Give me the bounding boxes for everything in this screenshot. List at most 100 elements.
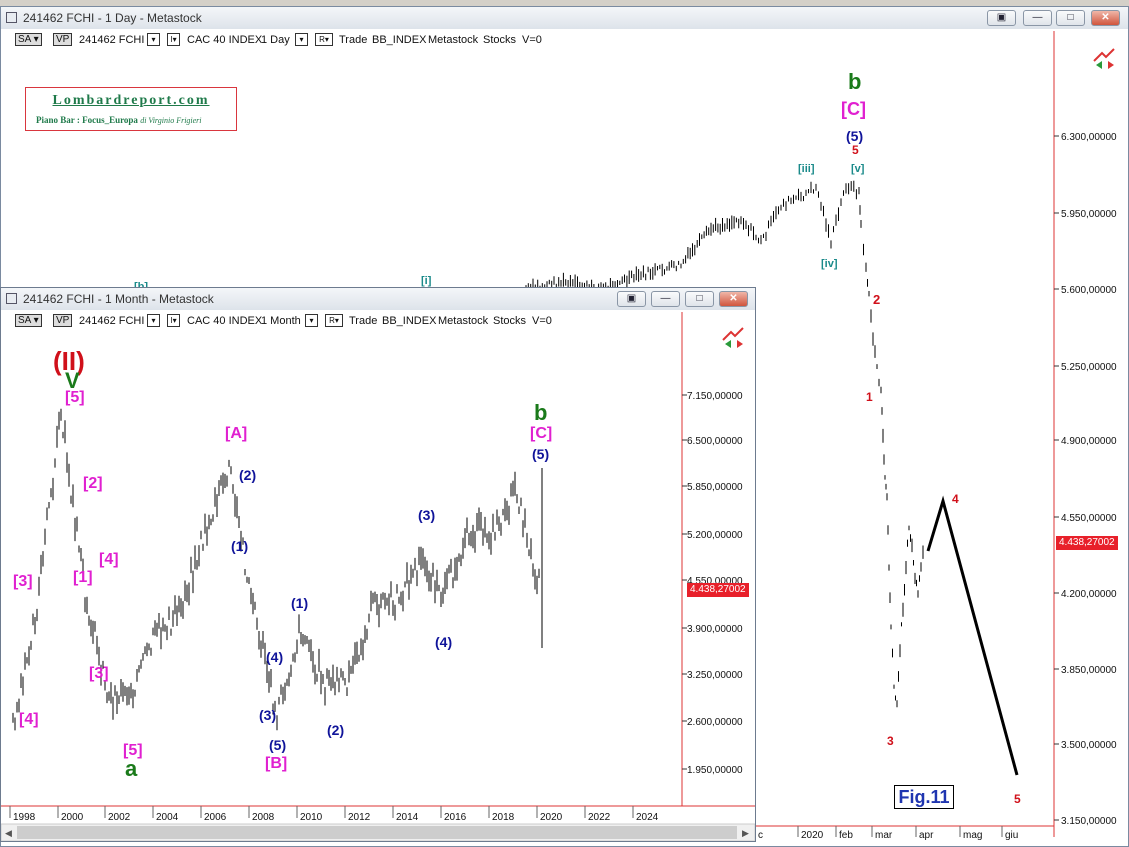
security-name: CAC 40 INDEX: [187, 34, 263, 46]
sa-button[interactable]: SA ▾: [15, 33, 42, 46]
security-info-icon[interactable]: I▾: [167, 33, 180, 46]
wave-label: [iv]: [821, 258, 838, 270]
y-tick-label: 3.250,00000: [687, 670, 743, 681]
period-dropdown-icon[interactable]: ▾: [295, 33, 308, 46]
wave-label: [5]: [65, 389, 85, 406]
symbol-label: 241462 FCHI: [79, 315, 145, 327]
minimize-button[interactable]: —: [651, 291, 680, 307]
wave-label: (1): [291, 595, 308, 611]
close-button[interactable]: ✕: [719, 291, 748, 307]
app-icon: [6, 293, 17, 304]
y-tick-label: 5.850,00000: [687, 482, 743, 493]
vp-button[interactable]: VP: [53, 33, 73, 46]
group-label: Metastock: [438, 315, 489, 327]
monthly-toolbar: SA ▾ VP 241462 FCHI ▾ I▾ CAC 40 INDEX 1 …: [1, 310, 755, 332]
vp-button[interactable]: VP: [53, 314, 73, 327]
x-tick-label: 2004: [156, 812, 179, 823]
wave-label: [3]: [89, 665, 109, 682]
y-tick-label: 4.900,00000: [1061, 436, 1117, 447]
monthly-window-title: 241462 FCHI - 1 Month - Metastock: [23, 292, 214, 306]
monthly-titlebar[interactable]: 241462 FCHI - 1 Month - Metastock ▣ — □ …: [1, 288, 755, 311]
wave-label: b: [534, 400, 547, 425]
x-tick-label: 2010: [300, 812, 323, 823]
r-button[interactable]: R▾: [325, 314, 343, 327]
stocks-label: Stocks: [493, 315, 527, 327]
svg-text:▶: ▶: [742, 828, 749, 838]
y-tick-label: 5.600,00000: [1061, 285, 1117, 296]
security-info-icon[interactable]: I▾: [167, 314, 180, 327]
wave-label: (5): [532, 446, 549, 462]
r-button[interactable]: R▾: [315, 33, 333, 46]
x-tick-label: 2018: [492, 812, 515, 823]
x-tick-label: apr: [919, 830, 934, 841]
restore-child-icon[interactable]: ▣: [987, 10, 1016, 26]
wave-label: [2]: [83, 475, 103, 492]
wave-label: 2: [873, 292, 880, 307]
wave-label: [4]: [99, 551, 119, 568]
x-tick-label: 2020: [801, 830, 824, 841]
symbol-dropdown-icon[interactable]: ▾: [147, 314, 160, 327]
x-tick-label: c: [758, 830, 763, 841]
trade-icon: [722, 327, 744, 348]
daily-window-title: 241462 FCHI - 1 Day - Metastock: [23, 11, 202, 25]
period-label: 1 Day: [261, 34, 290, 46]
wave-label: 1: [866, 390, 873, 404]
indicator-label: BB_INDEX: [382, 315, 437, 327]
wave-label: [A]: [225, 425, 247, 442]
monthly-price-bars: [12, 408, 543, 731]
lombardreport-logo: Lombardreport.com Piano Bar : Focus_Euro…: [25, 87, 237, 131]
wave-label: [C]: [841, 99, 866, 119]
projection-line: [926, 495, 1019, 776]
period-dropdown-icon[interactable]: ▾: [305, 314, 318, 327]
scrollbar-thumb: [17, 826, 737, 839]
y-tick-label: 3.150,00000: [1061, 816, 1117, 827]
x-tick-label: 2020: [540, 812, 563, 823]
symbol-dropdown-icon[interactable]: ▾: [147, 33, 160, 46]
maximize-button[interactable]: □: [1056, 10, 1085, 26]
minimize-button[interactable]: —: [1023, 10, 1052, 26]
x-tick-label: 2014: [396, 812, 419, 823]
wave-label: b: [848, 69, 861, 94]
daily-toolbar: SA ▾ VP 241462 FCHI ▾ I▾ CAC 40 INDEX 1 …: [1, 29, 1128, 51]
daily-last-price-tag: 4.438,27002: [1056, 536, 1118, 550]
x-tick-label: 2006: [204, 812, 227, 823]
wave-label: (4): [266, 649, 283, 665]
logo-subtitle: Piano Bar : Focus_Europa di Virginio Fri…: [36, 115, 202, 125]
y-tick-label: 3.850,00000: [1061, 665, 1117, 676]
wave-label: (II): [53, 346, 85, 376]
trade-label: Trade: [349, 315, 378, 327]
y-tick-label: 6.500,00000: [687, 436, 743, 447]
y-tick-label: 4.550,00000: [1061, 513, 1117, 524]
indicator-label: BB_INDEX: [372, 34, 427, 46]
restore-child-icon[interactable]: ▣: [617, 291, 646, 307]
v-label: V=0: [522, 34, 542, 46]
monthly-chart[interactable]: 7.150,00000 6.500,00000 5.850,00000 5.200,0…: [1, 288, 756, 842]
period-label: 1 Month: [261, 315, 301, 327]
sa-button[interactable]: SA ▾: [15, 314, 42, 327]
wave-label: 5: [852, 143, 859, 157]
monthly-last-price-tag: 4.438,27002: [687, 583, 749, 597]
y-tick-label: 3.500,00000: [1061, 740, 1117, 751]
wave-label: a: [125, 756, 138, 781]
wave-label: (4): [435, 634, 452, 650]
close-button[interactable]: ✕: [1091, 10, 1120, 26]
wave-label: (3): [259, 707, 276, 723]
wave-label: 3: [887, 734, 894, 748]
wave-label: [iii]: [798, 163, 815, 175]
y-tick-label: 5.200,00000: [687, 530, 743, 541]
wave-label: (3): [418, 507, 435, 523]
y-tick-label: 5.950,00000: [1061, 209, 1117, 220]
y-tick-label: 7.150,00000: [687, 391, 743, 402]
wave-label: (5): [269, 737, 286, 753]
wave-label: [4]: [19, 711, 39, 728]
maximize-button[interactable]: □: [685, 291, 714, 307]
svg-text:◀: ◀: [5, 828, 12, 838]
wave-label: [C]: [530, 425, 552, 442]
y-tick-label: 3.900,00000: [687, 624, 743, 635]
y-tick-label: 4.200,00000: [1061, 589, 1117, 600]
x-tick-label: 2016: [444, 812, 467, 823]
x-tick-label: 2022: [588, 812, 611, 823]
stocks-label: Stocks: [483, 34, 517, 46]
wave-label: 4: [952, 492, 959, 506]
monthly-chart-window[interactable]: 241462 FCHI - 1 Month - Metastock ▣ — □ …: [0, 287, 756, 842]
